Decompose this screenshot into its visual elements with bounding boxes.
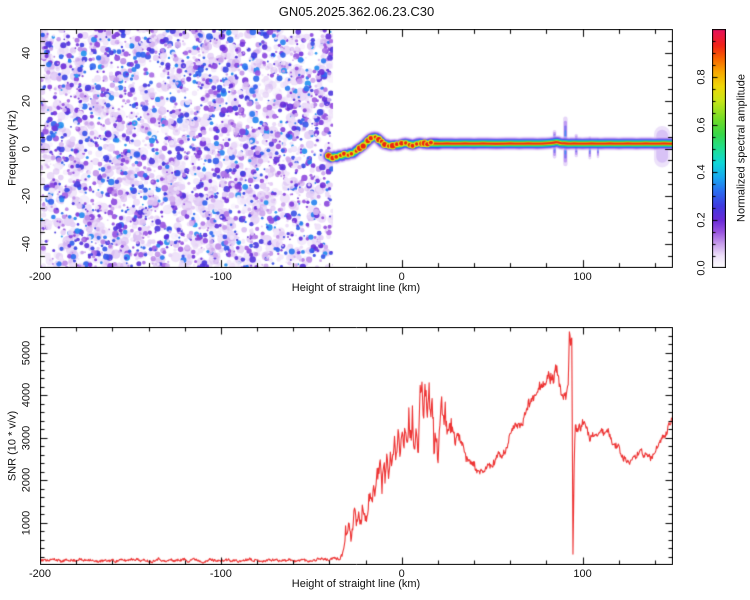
y-tick-label: 40 [20, 46, 33, 60]
y-tick-label: 20 [20, 94, 33, 107]
y-tick-label: 0 [20, 145, 33, 152]
plot-title: GN05.2025.362.06.23.C30 [278, 4, 435, 19]
spectrogram-x-axis-label: Height of straight line (km) [291, 282, 421, 294]
colorbar-tick-label: 0.4 [695, 164, 708, 181]
colorbar-axis-label: Normalized spectral amplitude [735, 74, 748, 222]
spectrogram-y-axis-label: Frequency (Hz) [6, 110, 19, 186]
spectrogram-panel: -200 -100 0 100 -40 -20 0 20 40 [21, 29, 673, 283]
y-tick-label: 2000 [20, 467, 33, 493]
snr-tick-labels: -200 -100 0 100 1000 2000 3000 4000 5000 [21, 327, 673, 579]
y-tick-label: 1000 [20, 510, 33, 535]
colorbar: 0.0 0.2 0.4 0.6 0.8 [696, 29, 726, 276]
x-tick-label: 0 [398, 568, 405, 580]
spectrogram-tick-labels: -200 -100 0 100 -40 -20 0 20 40 [21, 29, 673, 283]
x-tick-label: 100 [573, 568, 592, 580]
snr-panel: -200 -100 0 100 1000 2000 3000 4000 5000 [21, 327, 673, 580]
y-tick-label: 5000 [20, 340, 33, 365]
x-tick-label: -200 [28, 271, 52, 283]
colorbar-tick-label: 0.8 [695, 69, 708, 85]
colorbar-canvas [712, 29, 726, 268]
y-tick-label: 3000 [20, 425, 33, 450]
snr-x-axis-label: Height of straight line (km) [291, 578, 421, 590]
colorbar-tick-label: 0.6 [695, 116, 708, 133]
colorbar-tick-label: 0.2 [695, 212, 708, 228]
x-tick-label: 0 [398, 271, 405, 283]
colorbar-tick-label: 0.0 [695, 260, 708, 276]
y-tick-label: -40 [20, 236, 33, 253]
spectrogram-canvas [40, 29, 673, 268]
y-tick-label: -20 [20, 188, 33, 205]
snr-canvas [40, 327, 673, 565]
y-tick-label: 4000 [20, 382, 33, 408]
x-tick-label: -100 [209, 271, 232, 283]
snr-y-axis-label: SNR (10 * v/v) [6, 410, 19, 482]
x-tick-label: 100 [573, 271, 592, 283]
x-tick-label: -100 [209, 568, 232, 580]
x-tick-label: -200 [28, 568, 52, 580]
colorbar-tick-labels: 0.0 0.2 0.4 0.6 0.8 [696, 29, 726, 276]
